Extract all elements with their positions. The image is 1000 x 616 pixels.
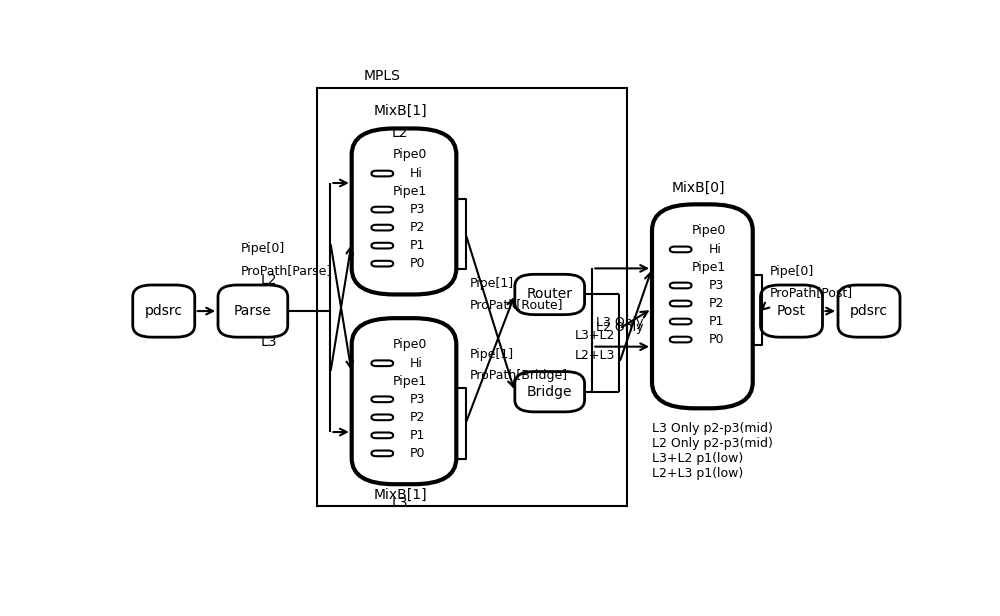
Text: P0: P0 (709, 333, 724, 346)
Text: L3+L2: L3+L2 (575, 329, 616, 342)
FancyBboxPatch shape (515, 274, 585, 315)
Text: Bridge: Bridge (527, 385, 572, 399)
FancyBboxPatch shape (761, 285, 822, 337)
Text: P1: P1 (410, 239, 426, 252)
Text: ProPath[Parse]: ProPath[Parse] (241, 264, 332, 277)
Text: L3: L3 (392, 496, 408, 510)
Text: MixB[0]: MixB[0] (672, 181, 725, 195)
FancyBboxPatch shape (371, 261, 393, 267)
Text: Hi: Hi (410, 357, 423, 370)
Text: L3: L3 (261, 335, 277, 349)
FancyBboxPatch shape (371, 397, 393, 402)
Text: P1: P1 (410, 429, 426, 442)
Text: ProPath[Route]: ProPath[Route] (469, 298, 563, 311)
FancyBboxPatch shape (371, 243, 393, 248)
FancyBboxPatch shape (371, 415, 393, 420)
Text: L3 Only: L3 Only (596, 317, 644, 330)
Text: L2: L2 (261, 274, 277, 287)
FancyBboxPatch shape (371, 450, 393, 456)
FancyBboxPatch shape (652, 205, 753, 408)
Text: Pipe[1]: Pipe[1] (469, 348, 514, 361)
Text: P2: P2 (410, 221, 426, 234)
Text: L3 Only p2-p3(mid)
L2 Only p2-p3(mid)
L3+L2 p1(low)
L2+L3 p1(low): L3 Only p2-p3(mid) L2 Only p2-p3(mid) L3… (652, 421, 773, 480)
Text: L2+L3: L2+L3 (575, 349, 616, 362)
Text: pdsrc: pdsrc (850, 304, 888, 318)
Text: P3: P3 (709, 279, 724, 292)
FancyBboxPatch shape (133, 285, 195, 337)
Text: Pipe[1]: Pipe[1] (469, 277, 514, 290)
Text: Pipe0: Pipe0 (691, 224, 726, 237)
Text: L2 Only: L2 Only (596, 321, 644, 334)
Text: ProPath[Post]: ProPath[Post] (770, 286, 853, 299)
Text: P3: P3 (410, 203, 426, 216)
FancyBboxPatch shape (670, 246, 692, 253)
Text: pdsrc: pdsrc (145, 304, 183, 318)
Text: Pipe1: Pipe1 (393, 185, 427, 198)
FancyBboxPatch shape (371, 360, 393, 366)
FancyBboxPatch shape (352, 318, 456, 484)
FancyBboxPatch shape (218, 285, 288, 337)
Text: Pipe[0]: Pipe[0] (241, 242, 286, 255)
FancyBboxPatch shape (838, 285, 900, 337)
FancyBboxPatch shape (371, 207, 393, 213)
Text: Hi: Hi (709, 243, 721, 256)
FancyBboxPatch shape (371, 225, 393, 230)
FancyBboxPatch shape (515, 371, 585, 412)
Text: P2: P2 (709, 297, 724, 310)
Text: Post: Post (777, 304, 806, 318)
Text: ProPath[Bridge]: ProPath[Bridge] (469, 369, 568, 382)
Text: P0: P0 (410, 447, 426, 460)
Text: Pipe0: Pipe0 (393, 148, 427, 161)
Text: P2: P2 (410, 411, 426, 424)
FancyBboxPatch shape (371, 432, 393, 438)
FancyBboxPatch shape (670, 318, 692, 325)
Text: MixB[1]: MixB[1] (373, 104, 427, 118)
FancyBboxPatch shape (670, 283, 692, 288)
Text: MixB[1]: MixB[1] (373, 488, 427, 502)
Text: Pipe1: Pipe1 (393, 375, 427, 388)
Text: P3: P3 (410, 393, 426, 406)
Text: P0: P0 (410, 257, 426, 270)
Bar (317, 88, 627, 506)
Text: Router: Router (527, 288, 573, 301)
Text: P1: P1 (709, 315, 724, 328)
FancyBboxPatch shape (371, 171, 393, 176)
Text: Parse: Parse (234, 304, 272, 318)
FancyBboxPatch shape (670, 301, 692, 306)
Text: Pipe1: Pipe1 (691, 261, 726, 274)
Text: Pipe0: Pipe0 (393, 338, 427, 351)
Text: MPLS: MPLS (364, 70, 401, 83)
Text: Hi: Hi (410, 167, 423, 180)
FancyBboxPatch shape (352, 129, 456, 294)
FancyBboxPatch shape (670, 337, 692, 342)
Text: Pipe[0]: Pipe[0] (770, 265, 814, 278)
Text: L2: L2 (392, 126, 408, 140)
